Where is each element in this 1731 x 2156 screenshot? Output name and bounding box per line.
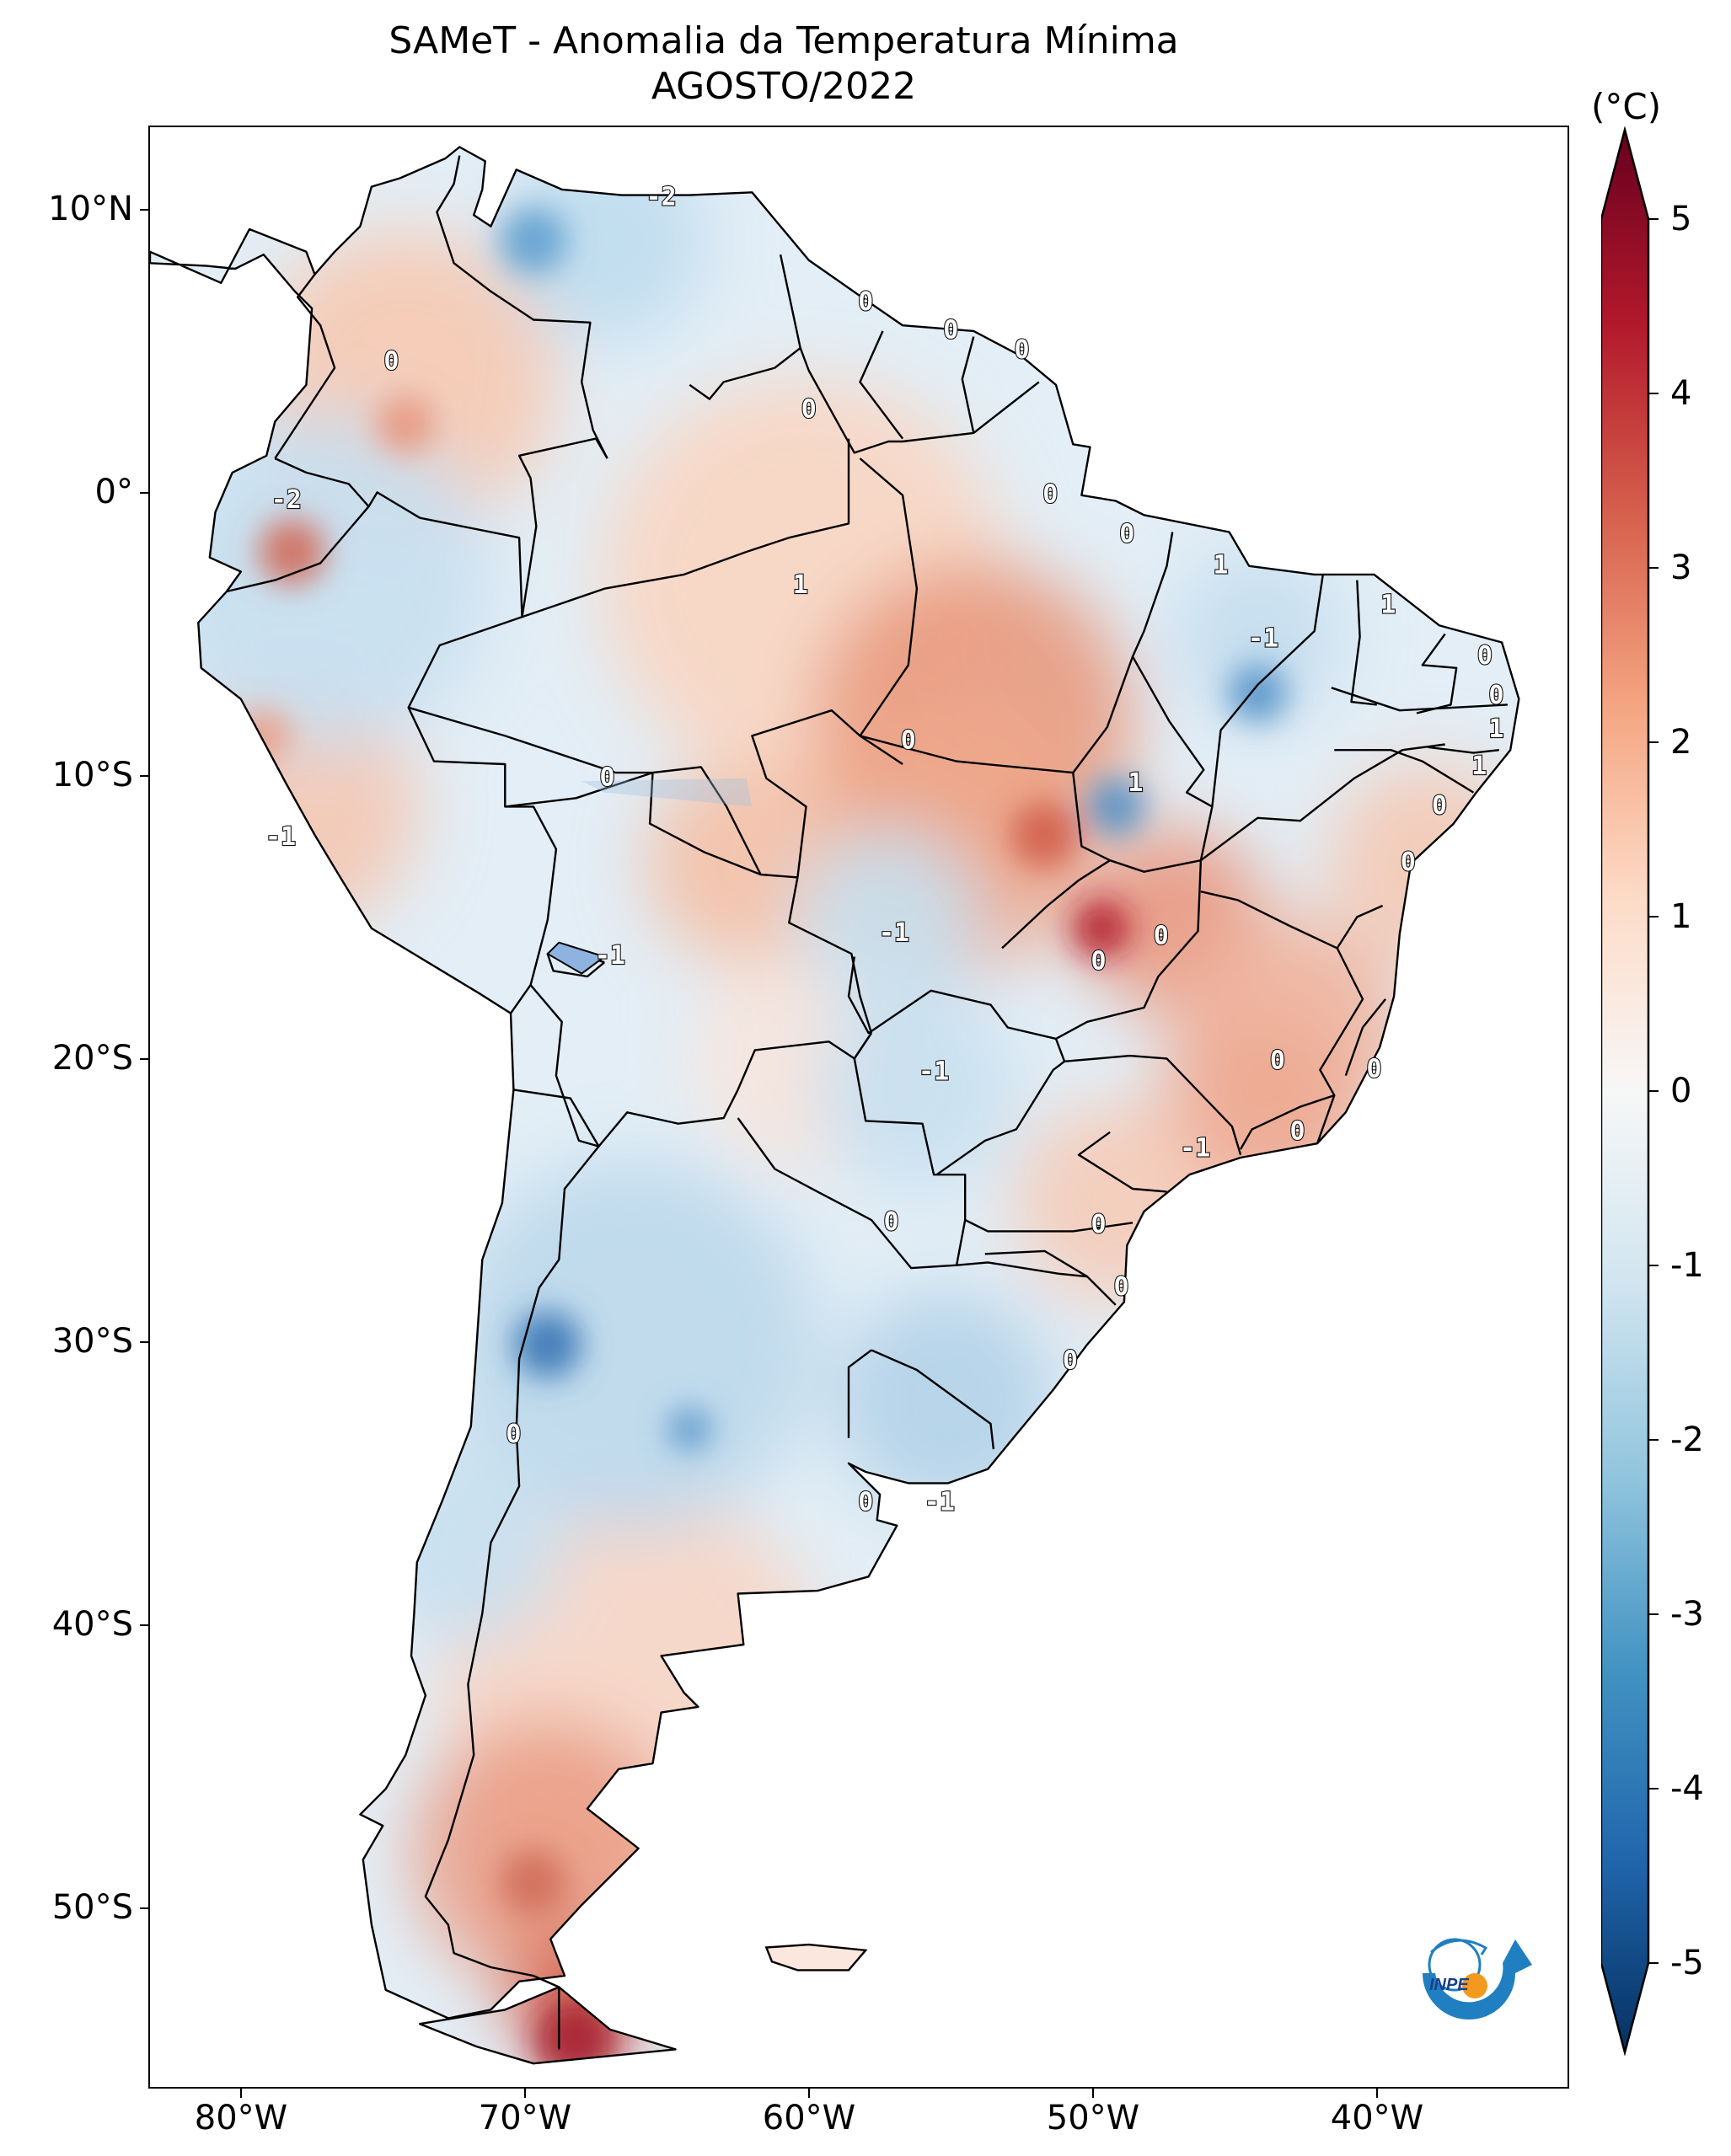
colorbar-tick-label: 2 xyxy=(1670,723,1692,762)
contour-label: 0 xyxy=(383,346,399,376)
y-tick xyxy=(140,492,150,494)
chart-title: SAMeT - Anomalia da Temperatura Mínima xyxy=(389,19,1179,62)
contour-label: 0 xyxy=(801,395,817,425)
x-tick xyxy=(1376,2088,1378,2098)
colorbar-tick-label: -2 xyxy=(1670,1420,1704,1459)
colorbar-tick xyxy=(1648,1788,1659,1790)
contour-label: 0 xyxy=(1091,947,1107,976)
contour-label: 0 xyxy=(1015,335,1030,365)
x-label-50w: 50°W xyxy=(1046,2099,1140,2137)
colorbar-tick xyxy=(1648,741,1659,743)
contour-label: 0 xyxy=(1401,848,1416,877)
contour-label: 0 xyxy=(1063,1345,1078,1375)
x-tick xyxy=(524,2088,526,2098)
colorbar-tick xyxy=(1648,1090,1659,1092)
colorbar-tick-label: -4 xyxy=(1670,1769,1704,1808)
chart-subtitle: AGOSTO/2022 xyxy=(651,65,917,108)
temperature-anomaly-field xyxy=(150,147,1519,2064)
colorbar-tick xyxy=(1648,1439,1659,1441)
contour-label: 0 xyxy=(1270,1046,1285,1075)
colorbar-tick-label: 0 xyxy=(1670,1072,1692,1110)
contour-label: -1 xyxy=(1180,1133,1210,1163)
y-tick xyxy=(140,1907,150,1909)
x-tick xyxy=(1092,2088,1094,2098)
contour-label: 0 xyxy=(1289,1116,1305,1146)
map-panel: -2 0 0 0 0 0 -2 0 0 1 1 1 -1 0 0 1 0 0 1 1 0 -1 0 -1 0 0 -1 0 0 -1 -1 0… xyxy=(148,126,1569,2089)
contour-label: 0 xyxy=(1432,791,1447,821)
contour-label: 1 xyxy=(1488,714,1503,744)
colorbar-tick-label: -1 xyxy=(1670,1246,1704,1285)
contour-label: 0 xyxy=(1154,921,1169,950)
contour-label: -2 xyxy=(271,485,302,515)
contour-label: -2 xyxy=(646,183,677,212)
contour-label: -1 xyxy=(595,941,625,971)
y-label-0: 0° xyxy=(94,473,133,511)
x-tick xyxy=(808,2088,810,2098)
y-tick xyxy=(140,1624,150,1626)
contour-label: 0 xyxy=(1119,519,1134,548)
x-label-70w: 70°W xyxy=(478,2099,572,2137)
contour-label: 0 xyxy=(506,1420,521,1449)
contour-label: 0 xyxy=(943,315,958,345)
y-label-30s: 30°S xyxy=(51,1322,133,1361)
contour-label: -1 xyxy=(879,918,909,948)
contour-label: 0 xyxy=(1042,479,1058,509)
y-label-50s: 50°S xyxy=(51,1888,133,1927)
contour-label: 0 xyxy=(858,1487,873,1517)
colorbar-unit: (°C) xyxy=(1591,86,1662,127)
y-label-10s: 10°S xyxy=(51,756,133,794)
contour-label: 0 xyxy=(1091,1210,1107,1239)
colorbar-tick-label: 3 xyxy=(1670,548,1692,587)
colorbar-tick xyxy=(1648,567,1659,569)
colorbar-tick xyxy=(1648,1613,1659,1615)
contour-label: 0 xyxy=(858,287,873,317)
contour-label: 1 xyxy=(1471,752,1487,781)
y-label-10n: 10°N xyxy=(48,190,133,228)
colorbar-gradient xyxy=(1601,126,1650,2056)
contour-label: 0 xyxy=(901,726,916,756)
y-label-40s: 40°S xyxy=(51,1605,133,1644)
contour-label: 0 xyxy=(884,1207,899,1237)
x-label-80w: 80°W xyxy=(194,2099,288,2137)
colorbar-tick-label: 1 xyxy=(1670,897,1692,936)
inpe-logo: INPE xyxy=(1423,1938,1532,2020)
contour-label: -1 xyxy=(265,822,296,852)
x-tick xyxy=(240,2088,242,2098)
colorbar-tick xyxy=(1648,218,1659,220)
contour-label: 1 xyxy=(1128,768,1143,798)
x-label-60w: 60°W xyxy=(762,2099,856,2137)
country-borders xyxy=(150,146,1520,2065)
contour-label: -1 xyxy=(919,1057,949,1087)
colorbar-tick xyxy=(1648,1962,1659,1964)
colorbar-tick xyxy=(1648,393,1659,394)
contour-label: -1 xyxy=(924,1487,955,1517)
x-label-40w: 40°W xyxy=(1330,2099,1424,2137)
contour-label: 0 xyxy=(1114,1272,1129,1302)
contour-label: 0 xyxy=(1488,681,1503,710)
colorbar-tick xyxy=(1648,916,1659,918)
colorbar-tick-label: -3 xyxy=(1670,1595,1704,1634)
contour-label: 1 xyxy=(1213,550,1228,580)
colorbar-tick-label: 4 xyxy=(1670,374,1692,413)
y-label-20s: 20°S xyxy=(51,1039,133,1078)
contour-label: 0 xyxy=(1477,641,1493,671)
y-tick xyxy=(140,1341,150,1343)
colorbar xyxy=(1601,126,1650,2056)
colorbar-tick xyxy=(1648,1265,1659,1266)
colorbar-tick-label: -5 xyxy=(1670,1944,1704,1982)
contour-label: 0 xyxy=(600,762,615,792)
inpe-logo-text: INPE xyxy=(1429,1976,1469,1994)
contour-label: 1 xyxy=(793,570,808,600)
y-tick xyxy=(140,775,150,777)
contour-label: -1 xyxy=(1248,624,1278,654)
colorbar-tick-label: 5 xyxy=(1670,200,1692,238)
y-tick xyxy=(140,209,150,211)
contour-label: 0 xyxy=(1366,1054,1381,1083)
y-tick xyxy=(140,1058,150,1060)
contour-label: 1 xyxy=(1380,590,1396,619)
